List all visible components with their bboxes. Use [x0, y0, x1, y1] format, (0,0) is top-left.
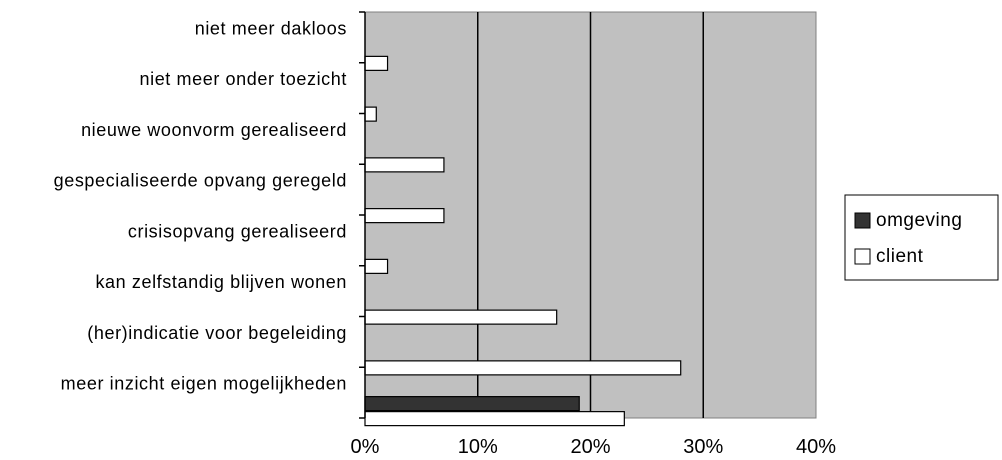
category-label: (her)indicatie voor begeleiding	[87, 323, 347, 343]
category-label: niet meer dakloos	[195, 18, 347, 38]
category-label: kan zelfstandig blijven wonen	[95, 272, 347, 292]
bar-client	[364, 55, 389, 71]
category-label: nieuwe woonvorm gerealiseerd	[81, 120, 347, 140]
legend-box	[844, 194, 999, 281]
bar-client	[364, 258, 389, 274]
x-tick-label: 40%	[796, 436, 836, 458]
legend-label-client: client	[876, 246, 924, 267]
legend-swatch-omgeving	[854, 212, 871, 229]
bar-client	[364, 157, 445, 173]
category-label: crisisopvang gerealiseerd	[128, 221, 347, 241]
bar-client	[364, 208, 445, 224]
x-tick-label: 0%	[351, 436, 380, 458]
x-axis-tick-labels: 0% 10% 20% 30% 40%	[351, 436, 837, 458]
bar-client	[364, 360, 682, 376]
x-tick-label: 20%	[570, 436, 610, 458]
bar-omgeving	[364, 396, 580, 412]
bar-client	[364, 309, 558, 325]
x-tick-label: 30%	[683, 436, 723, 458]
bar-client	[364, 106, 377, 122]
legend-swatch-client	[854, 248, 871, 265]
category-label: meer inzicht eigen mogelijkheden	[61, 374, 347, 394]
legend-label-omgeving: omgeving	[876, 210, 962, 231]
legend: omgeving client	[844, 194, 999, 281]
y-axis-ticks	[359, 11, 365, 419]
category-label: niet meer onder toezicht	[139, 69, 347, 89]
category-label: gespecialiseerde opvang geregeld	[54, 171, 347, 191]
x-tick-label: 10%	[458, 436, 498, 458]
y-axis-labels: niet meer dakloos niet meer onder toezich…	[54, 18, 347, 393]
gridlines	[477, 12, 704, 418]
bar-client	[364, 411, 625, 427]
